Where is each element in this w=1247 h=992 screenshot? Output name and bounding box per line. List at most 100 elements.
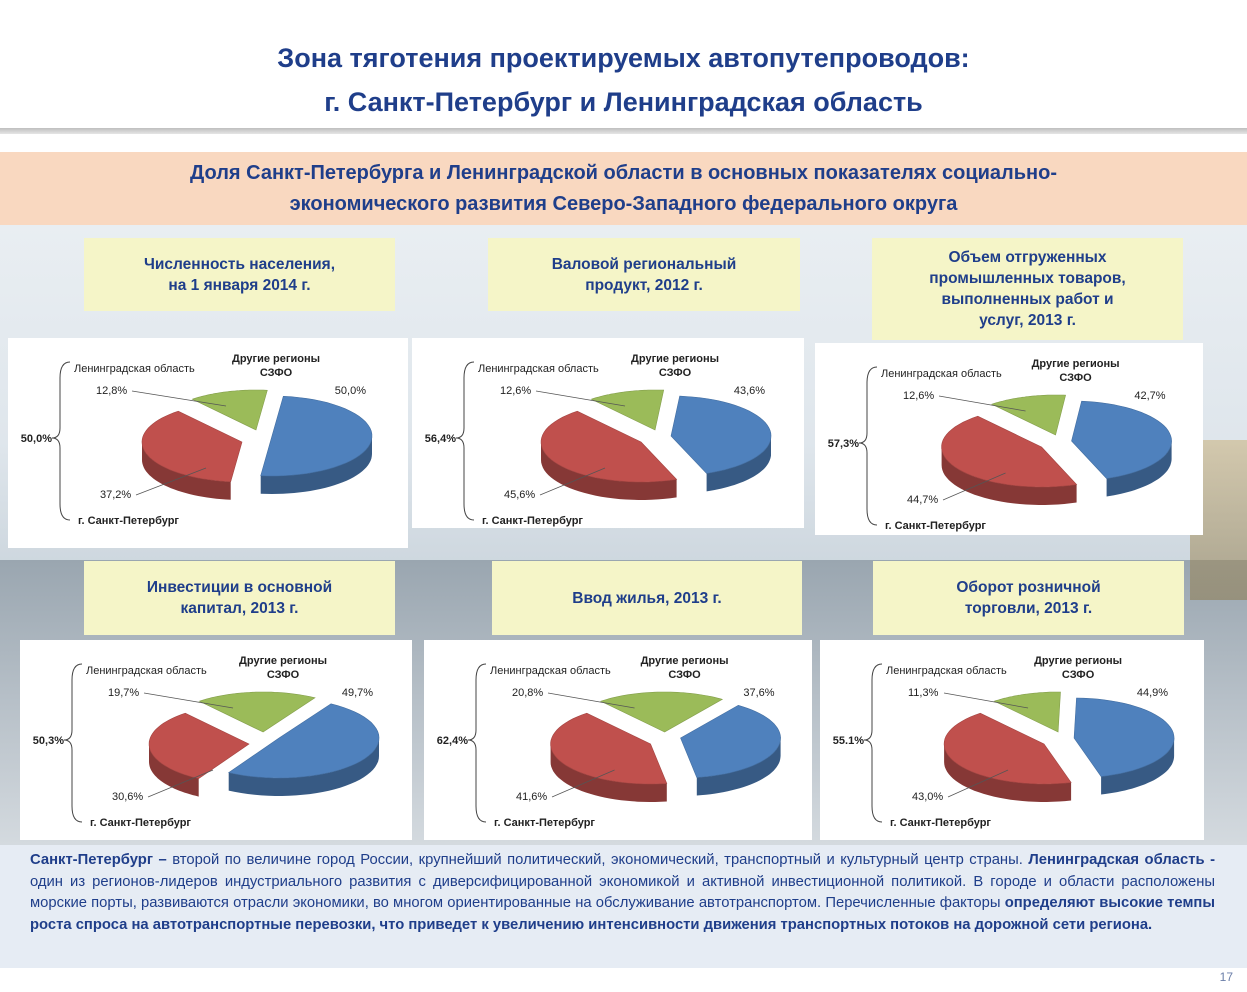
box-line: услуг, 2013 г. bbox=[979, 312, 1076, 329]
value-label-lo: 12,6% bbox=[903, 390, 934, 402]
value-label-lo: 11,3% bbox=[908, 687, 939, 699]
label-spb-name: г. Санкт-Петербург bbox=[482, 515, 583, 527]
page-title-line-2: г. Санкт-Петербург и Ленинградская облас… bbox=[324, 87, 923, 117]
label-lo-name: Ленинградская область bbox=[886, 665, 1007, 677]
combined-share-label: 50,3% bbox=[33, 735, 64, 747]
pie-slice bbox=[148, 712, 250, 779]
pie-slice bbox=[680, 704, 781, 778]
label-other-name-1: Другие регионы bbox=[1034, 655, 1122, 667]
chart-panel-industry: Ленинградская область Другие регионы СЗФО 1… bbox=[815, 343, 1203, 535]
pie-slice-side bbox=[1106, 441, 1172, 497]
label-lo-name: Ленинградская область bbox=[881, 368, 1002, 380]
value-label-lo: 19,7% bbox=[108, 687, 139, 699]
pie-slice-side bbox=[944, 744, 1072, 802]
leader-line bbox=[143, 692, 234, 709]
grouping-brace bbox=[858, 366, 878, 526]
title-divider bbox=[0, 128, 1247, 134]
page-number: 17 bbox=[1219, 970, 1233, 984]
chart-panel-population: Ленинградская область Другие регионы СЗФО 1… bbox=[8, 338, 408, 548]
pie-slice bbox=[990, 394, 1066, 436]
label-spb-name: г. Санкт-Петербург bbox=[885, 520, 986, 532]
section-subtitle: Доля Санкт-Петербурга и Ленинградской об… bbox=[0, 152, 1247, 225]
value-label-spb: 43,0% bbox=[912, 791, 943, 803]
label-lo-name: Ленинградская область bbox=[86, 665, 207, 677]
box-line: продукт, 2012 г. bbox=[585, 276, 703, 294]
label-other-name-2: СЗФО bbox=[1062, 669, 1095, 681]
pie-chart: Ленинградская область Другие регионы СЗФО 1… bbox=[33, 655, 380, 829]
grouping-brace bbox=[467, 663, 487, 823]
grouping-brace bbox=[51, 361, 71, 521]
box-line: промышленных товаров, bbox=[929, 270, 1126, 287]
label-spb-name: г. Санкт-Петербург bbox=[90, 817, 191, 829]
pie-slice-side bbox=[941, 447, 1077, 505]
box-line: Ввод жилья, 2013 г. bbox=[572, 589, 722, 607]
label-spb-name: г. Санкт-Петербург bbox=[78, 515, 179, 527]
pie-slice bbox=[191, 389, 268, 431]
pie-chart: Ленинградская область Другие регионы СЗФО 1… bbox=[828, 358, 1172, 532]
box-line: Объем отгруженных bbox=[948, 249, 1107, 266]
value-label-other: 50,0% bbox=[335, 385, 366, 397]
leader-line bbox=[943, 692, 1029, 709]
combined-share-label: 57,3% bbox=[828, 438, 859, 450]
pie-slice bbox=[198, 691, 316, 733]
label-other-name-1: Другие регионы bbox=[641, 655, 729, 667]
page-title: Зона тяготения проектируемых автопутепро… bbox=[0, 36, 1247, 124]
pie-slice bbox=[227, 703, 380, 779]
box-line: Валовой региональный bbox=[551, 255, 737, 273]
pie-slice-side bbox=[228, 738, 379, 796]
label-other-name-2: СЗФО bbox=[267, 669, 300, 681]
footer-panel bbox=[0, 845, 1247, 968]
label-lo-name: Ленинградская область bbox=[74, 363, 195, 375]
label-other-name-2: СЗФО bbox=[668, 669, 701, 681]
leader-line bbox=[131, 390, 227, 407]
pie-slice bbox=[540, 410, 678, 483]
box-line: Инвестиции в основной bbox=[146, 579, 333, 596]
footer-text-lo: один из регионов-лидеров индустриального… bbox=[30, 873, 1215, 912]
pie-slice-side bbox=[550, 744, 667, 802]
indicator-box-population: Численность населения, на 1 января 2014 г… bbox=[84, 238, 395, 311]
leader-line bbox=[147, 769, 214, 798]
chart-panel-investment: Ленинградская область Другие регионы СЗФО 1… bbox=[20, 640, 412, 840]
value-label-spb: 44,7% bbox=[907, 494, 938, 506]
leader-line bbox=[942, 472, 1006, 501]
chart-panel-retail: Ленинградская область Другие регионы СЗФО 1… bbox=[820, 640, 1204, 840]
label-lo-name: Ленинградская область bbox=[478, 363, 599, 375]
box-line: Оборот розничной bbox=[956, 579, 1101, 596]
leader-line bbox=[938, 395, 1026, 412]
value-label-spb: 30,6% bbox=[112, 791, 143, 803]
subtitle-line-1: Доля Санкт-Петербурга и Ленинградской об… bbox=[189, 162, 1058, 184]
value-label-other: 43,6% bbox=[734, 385, 765, 397]
combined-share-label: 62,4% bbox=[437, 735, 468, 747]
value-label-spb: 37,2% bbox=[100, 489, 131, 501]
indicator-box-retail: Оборот розничной торговли, 2013 г. bbox=[873, 561, 1184, 635]
pie-slice bbox=[993, 691, 1061, 733]
footer-text-spb: второй по величине город России, крупней… bbox=[166, 852, 1023, 868]
grouping-brace bbox=[455, 361, 475, 521]
box-line: торговли, 2013 г. bbox=[964, 600, 1093, 617]
value-label-other: 37,6% bbox=[743, 687, 774, 699]
footer-bold-lo: Ленинградская область - bbox=[1028, 852, 1215, 868]
grouping-brace bbox=[863, 663, 883, 823]
pie-slice bbox=[943, 712, 1072, 785]
pie-slice bbox=[590, 389, 665, 431]
pie-slice-side bbox=[260, 436, 372, 494]
label-other-name-1: Другие регионы bbox=[1032, 358, 1120, 370]
leader-line bbox=[551, 769, 615, 798]
value-label-lo: 12,6% bbox=[500, 385, 531, 397]
pie-slice bbox=[599, 691, 724, 733]
pie-slice-side bbox=[149, 744, 199, 797]
pie-slice bbox=[1073, 697, 1175, 777]
label-other-name-1: Другие регионы bbox=[232, 353, 320, 365]
leader-line bbox=[539, 467, 606, 496]
value-label-other: 42,7% bbox=[1134, 390, 1165, 402]
pie-slice-side bbox=[696, 738, 781, 796]
leader-line bbox=[135, 467, 207, 496]
leader-line bbox=[947, 769, 1009, 798]
label-lo-name: Ленинградская область bbox=[490, 665, 611, 677]
combined-share-label: 56,4% bbox=[425, 433, 456, 445]
pie-chart: Ленинградская область Другие регионы СЗФО 2… bbox=[437, 655, 781, 829]
label-other-name-2: СЗФО bbox=[1059, 372, 1092, 384]
footer-bold-conclusion: определяют высокие темпы роста спроса на… bbox=[30, 895, 1215, 933]
indicator-box-housing: Ввод жилья, 2013 г. bbox=[492, 561, 802, 635]
value-label-spb: 41,6% bbox=[516, 791, 547, 803]
